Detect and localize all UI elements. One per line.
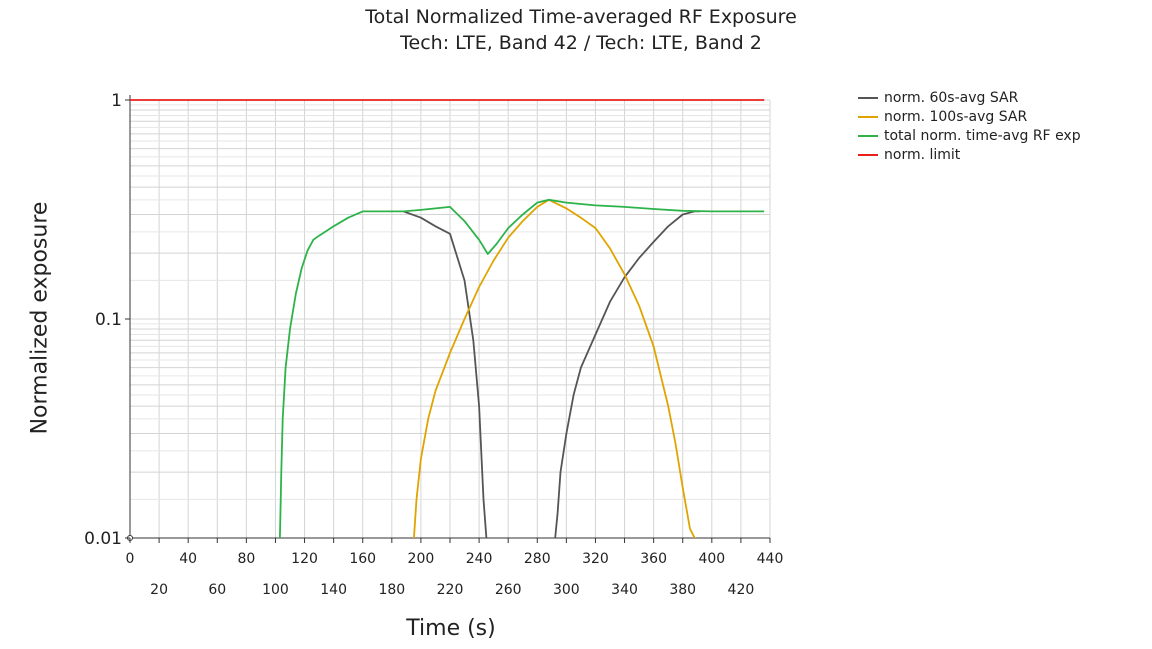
y-tick-label: 0.1	[95, 310, 122, 330]
x-tick-label: 280	[524, 551, 551, 567]
series-line-1	[413, 198, 696, 538]
legend-item: norm. 60s-avg SAR	[858, 88, 1081, 107]
series-line-2	[279, 198, 765, 538]
legend-item: total norm. time-avg RF exp	[858, 126, 1081, 145]
x-tick-label: 140	[320, 582, 347, 598]
x-tick-label: 60	[208, 582, 226, 598]
x-tick-label: 20	[150, 582, 168, 598]
x-tick-label: 380	[669, 582, 696, 598]
series-line-0	[403, 210, 701, 538]
x-tick-label: 200	[408, 551, 435, 567]
x-tick-label: 80	[237, 551, 255, 567]
x-tick-label: 340	[611, 582, 638, 598]
legend-item: norm. limit	[858, 145, 1081, 164]
x-tick-label: 300	[553, 582, 580, 598]
legend-swatch	[858, 115, 878, 118]
x-tick-label: 220	[437, 582, 464, 598]
x-tick-label: 240	[466, 551, 493, 567]
chart-legend: norm. 60s-avg SAR norm. 100s-avg SAR total…	[858, 88, 1081, 164]
y-tick-label: 0.01	[84, 529, 122, 549]
legend-swatch	[858, 96, 878, 99]
legend-item: norm. 100s-avg SAR	[858, 107, 1081, 126]
y-tick-label: 1	[111, 91, 122, 111]
x-tick-label: 160	[349, 551, 376, 567]
x-tick-label: 260	[495, 582, 522, 598]
legend-swatch	[858, 153, 878, 156]
x-axis-label: Time (s)	[406, 616, 496, 641]
x-tick-label: 400	[698, 551, 725, 567]
x-tick-label: 40	[179, 551, 197, 567]
x-tick-label: 420	[728, 582, 755, 598]
x-tick-label: 100	[262, 582, 289, 598]
x-tick-label: 180	[378, 582, 405, 598]
x-tick-label: 320	[582, 551, 609, 567]
x-tick-label: 440	[757, 551, 784, 567]
chart-title: Total Normalized Time-averaged RF Exposu…	[365, 6, 797, 28]
legend-label: norm. 100s-avg SAR	[884, 108, 1028, 125]
y-axis-label: Normalized exposure	[27, 201, 53, 435]
x-tick-label: 360	[640, 551, 667, 567]
legend-label: norm. limit	[884, 146, 961, 163]
legend-label: norm. 60s-avg SAR	[884, 89, 1019, 106]
x-tick-label: 120	[291, 551, 318, 567]
legend-swatch	[858, 134, 878, 137]
legend-label: total norm. time-avg RF exp	[884, 127, 1081, 144]
chart-subtitle: Tech: LTE, Band 42 / Tech: LTE, Band 2	[400, 32, 762, 54]
x-tick-label: 0	[126, 551, 135, 567]
